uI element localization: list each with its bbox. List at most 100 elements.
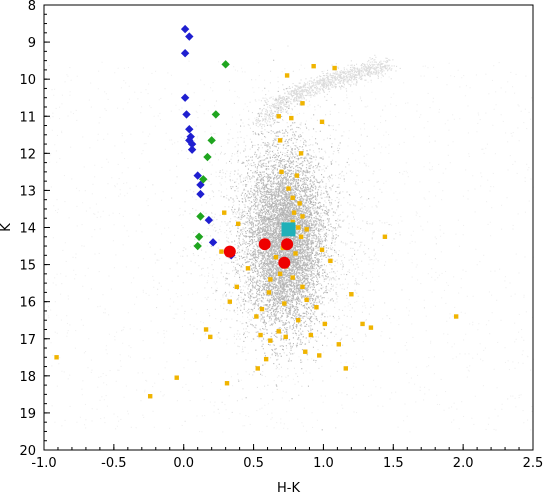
data-point xyxy=(278,256,291,269)
data-point xyxy=(187,139,197,149)
data-point xyxy=(282,301,287,306)
x-tick-label: 0.5 xyxy=(243,456,264,471)
data-point xyxy=(308,332,314,338)
x-tick-label: 0.0 xyxy=(173,456,194,471)
data-point xyxy=(279,169,284,175)
data-point xyxy=(187,145,197,154)
data-point xyxy=(223,245,236,258)
series-2 xyxy=(54,63,459,399)
data-point xyxy=(254,314,259,319)
x-tick-label: 2.0 xyxy=(453,456,474,471)
data-point xyxy=(259,306,265,312)
y-axis-label: K xyxy=(0,223,14,232)
data-point xyxy=(290,195,295,201)
data-point xyxy=(304,297,309,303)
x-axis-label: H-K xyxy=(277,481,300,496)
data-point xyxy=(147,394,153,399)
data-series xyxy=(54,24,459,399)
data-point xyxy=(207,136,216,145)
data-point xyxy=(332,65,337,71)
data-point xyxy=(319,247,325,252)
data-point xyxy=(281,222,296,237)
y-tick-label: 11 xyxy=(19,110,36,125)
x-tick-label: -1.0 xyxy=(31,456,56,471)
data-point xyxy=(277,138,283,143)
series-0 xyxy=(180,24,236,260)
y-tick-label: 12 xyxy=(19,147,36,162)
data-point xyxy=(211,110,221,119)
data-point xyxy=(300,214,305,219)
data-point xyxy=(291,210,297,215)
y-tick-label: 10 xyxy=(19,73,36,88)
data-point xyxy=(277,271,283,277)
data-point xyxy=(194,232,204,241)
data-point xyxy=(328,258,333,264)
data-point xyxy=(180,24,190,34)
data-point xyxy=(221,60,230,69)
data-point xyxy=(317,353,322,358)
data-point xyxy=(293,251,298,256)
x-tick-label: 2.5 xyxy=(523,456,544,471)
series-4 xyxy=(281,222,296,237)
y-tick-label: 8 xyxy=(28,0,36,14)
data-point xyxy=(290,275,295,280)
data-point xyxy=(224,381,230,386)
data-point xyxy=(219,249,224,254)
data-point xyxy=(174,375,179,380)
data-point xyxy=(227,299,233,304)
data-point xyxy=(182,110,191,119)
data-point xyxy=(54,355,59,360)
x-tick-label: 1.0 xyxy=(313,456,334,471)
y-tick-label: 17 xyxy=(19,333,36,348)
data-point xyxy=(236,221,241,226)
data-point xyxy=(266,290,272,295)
data-point xyxy=(314,305,319,310)
data-point xyxy=(297,201,302,206)
data-point xyxy=(304,227,309,232)
data-point xyxy=(196,212,205,221)
data-point xyxy=(273,254,279,260)
data-point xyxy=(263,356,269,362)
data-point xyxy=(203,327,209,332)
data-point xyxy=(199,175,208,184)
data-point xyxy=(360,321,365,327)
data-point xyxy=(222,210,227,215)
data-point xyxy=(245,266,251,271)
data-point xyxy=(204,215,214,225)
data-point xyxy=(276,114,281,119)
data-point xyxy=(185,125,194,134)
data-point xyxy=(284,73,290,78)
data-point xyxy=(258,332,263,338)
data-point xyxy=(196,189,205,199)
data-point xyxy=(300,101,305,106)
data-point xyxy=(208,238,218,247)
data-point xyxy=(286,186,291,191)
data-point xyxy=(343,366,348,371)
series-1 xyxy=(193,60,230,251)
y-axis: 8 9 10 11 12 13 14 15 16 17 18 19 20 xyxy=(19,0,50,459)
x-axis: -1.0 -0.5 0.0 0.5 1.0 1.5 2.0 2.5 xyxy=(31,444,543,471)
data-point xyxy=(453,314,459,319)
x-tick-label: 1.5 xyxy=(383,456,404,471)
data-point xyxy=(319,119,325,125)
x-tick-label: -0.5 xyxy=(101,456,126,471)
data-point xyxy=(368,325,374,330)
y-tick-label: 19 xyxy=(19,407,36,422)
data-point xyxy=(255,366,260,371)
data-point xyxy=(349,292,354,297)
data-point xyxy=(208,334,213,340)
data-point xyxy=(276,329,281,334)
data-point xyxy=(193,241,202,251)
data-point xyxy=(311,63,316,69)
data-point xyxy=(193,171,202,180)
series-3 xyxy=(223,238,294,269)
data-point xyxy=(283,334,288,340)
data-point xyxy=(300,284,305,290)
data-point xyxy=(298,151,304,156)
data-point xyxy=(298,234,304,239)
data-point xyxy=(281,238,294,251)
data-point xyxy=(258,238,271,251)
data-point xyxy=(203,152,212,162)
y-tick-label: 14 xyxy=(19,222,36,237)
